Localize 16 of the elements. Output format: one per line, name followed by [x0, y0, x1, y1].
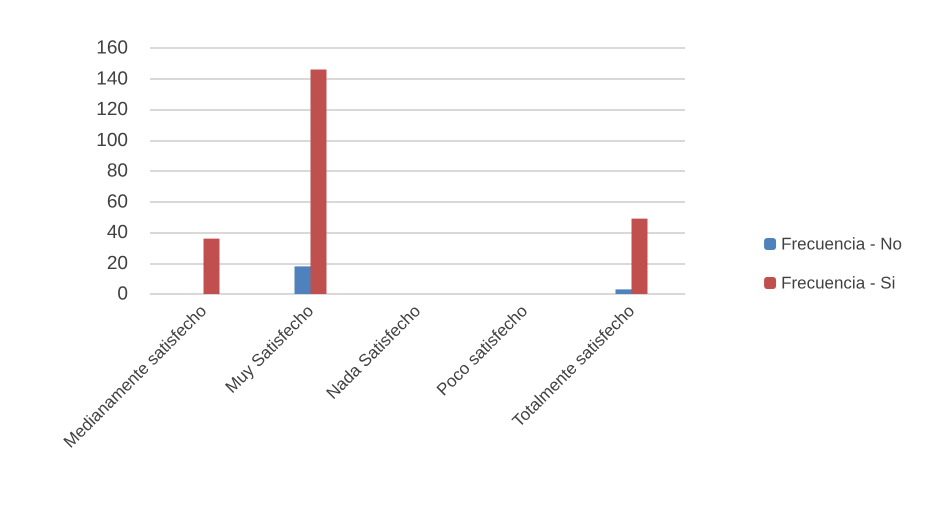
bar	[310, 70, 326, 294]
y-tick-label: 160	[96, 38, 128, 58]
bar	[294, 266, 310, 294]
y-tick-label: 20	[106, 252, 128, 274]
legend-label: Frecuencia - Si	[781, 274, 896, 292]
bar	[616, 289, 632, 294]
bar	[204, 238, 220, 294]
y-tick-label: 100	[96, 130, 128, 151]
bar	[632, 218, 648, 294]
y-tick-label: 40	[106, 222, 128, 243]
y-tick-label: 60	[106, 191, 128, 212]
y-tick-label: 0	[117, 284, 128, 304]
y-tick-label: 120	[96, 99, 128, 120]
legend-label: Frecuencia - No	[781, 234, 902, 254]
y-tick-label: 140	[96, 68, 128, 90]
y-tick-label: 80	[106, 160, 128, 182]
